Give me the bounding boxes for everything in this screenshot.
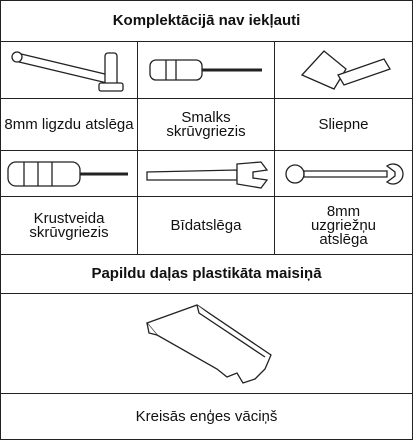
screwdriver-icon — [149, 59, 262, 81]
tool-label: Krustveida skrūvgriezis — [0, 196, 138, 255]
hinge-cap-icon — [145, 303, 272, 384]
phillips-screwdriver-icon — [7, 160, 128, 187]
socket-wrench-icon — [11, 51, 124, 92]
tool-image — [0, 41, 138, 99]
tool-image — [137, 150, 275, 197]
tool-label: 8mm uzgriežņu atslēga — [274, 196, 413, 255]
tool-image — [137, 41, 275, 99]
tool-label: Smalks skrūvgriezis — [137, 98, 275, 151]
header: Komplektācijā nav iekļauti — [0, 0, 413, 42]
part-image — [0, 293, 413, 394]
tool-label: 8mm ligzdu atslēga — [0, 98, 138, 151]
adjustable-wrench-icon — [146, 160, 269, 189]
tool-image — [274, 150, 413, 197]
open-wrench-icon — [284, 162, 404, 185]
tool-image — [274, 41, 413, 99]
tool-label: Sliepne — [274, 98, 413, 151]
part-label: Kreisās enģes vāciņš — [0, 393, 413, 440]
section-title: Papildu daļas plastikāta maisiņā — [0, 254, 413, 294]
tool-image — [0, 150, 138, 197]
tool-label: Bīdatslēga — [137, 196, 275, 255]
scraper-icon — [300, 50, 391, 90]
